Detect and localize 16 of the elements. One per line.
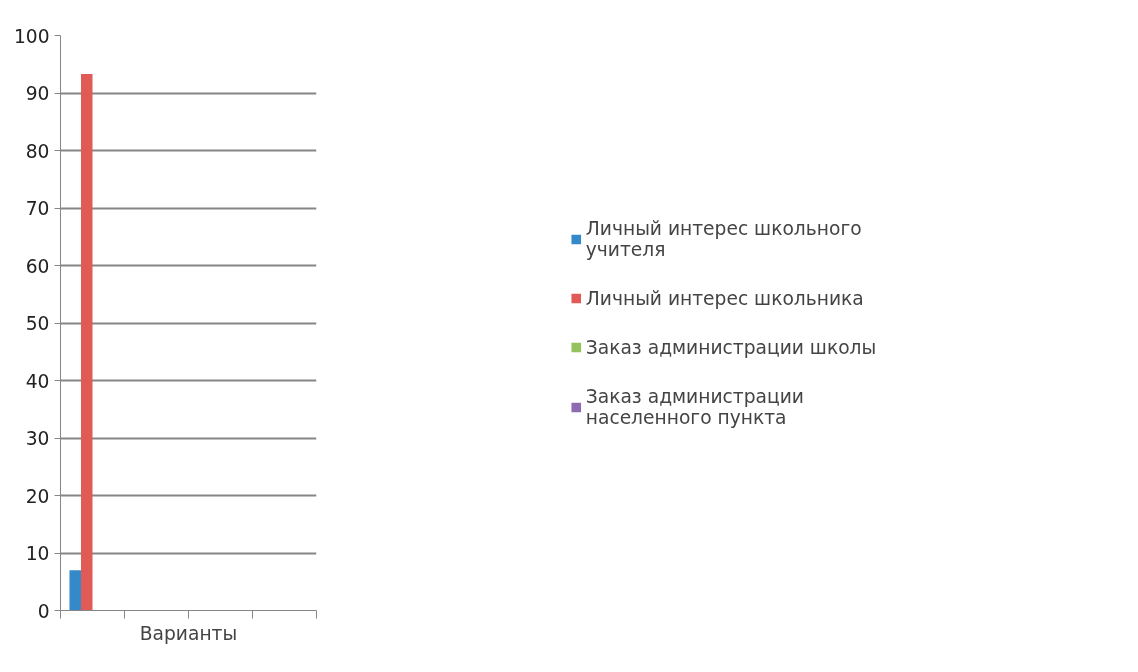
legend-label: Заказ администрации населенного пункта (585, 385, 804, 428)
y-tick-label: 90 (25, 83, 50, 104)
y-tick-label: 20 (25, 485, 50, 507)
y-tick-label: 40 (25, 370, 50, 392)
x-axis-title: Варианты (139, 622, 238, 644)
y-tick-label: 100 (13, 25, 50, 47)
y-tick-label: 10 (25, 543, 50, 564)
legend-label: Личный интерес школьника (585, 287, 864, 309)
y-tick-label: 60 (25, 255, 50, 277)
y-tick-label: 30 (25, 428, 50, 449)
y-tick-label: 50 (25, 313, 50, 334)
y-tick-label: 80 (25, 140, 50, 162)
y-tick-label: 0 (37, 600, 50, 622)
legend-label: Заказ администрации школы (585, 336, 877, 358)
legend-label: Личный интерес школьного учителя (585, 217, 862, 260)
y-tick-label: 70 (25, 198, 50, 219)
